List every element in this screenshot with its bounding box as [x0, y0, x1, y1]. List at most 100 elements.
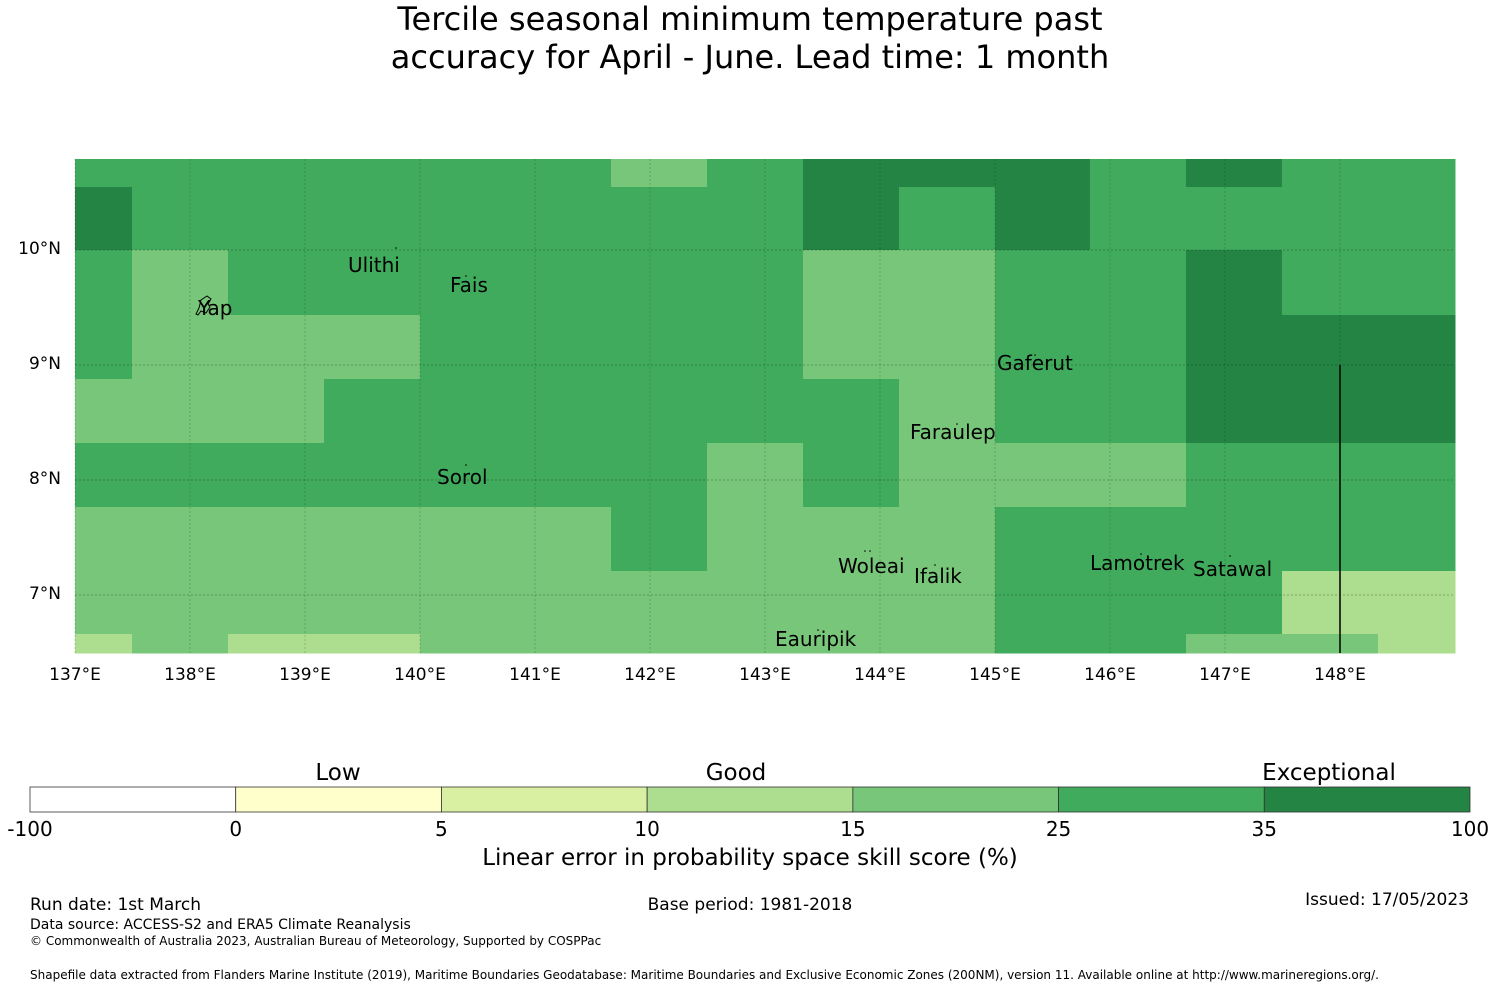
grid-cell: [611, 443, 708, 508]
ifalik-island-dot: [934, 564, 936, 566]
ulithi-island-dot: [395, 247, 397, 249]
grid-cell: [1090, 507, 1187, 572]
lon-tick-label: 137°E: [49, 665, 101, 685]
place-gaferut: Gaferut: [997, 351, 1073, 375]
colorbar-bin: [29, 786, 237, 813]
lon-tick-label: 139°E: [279, 665, 331, 685]
faraulep-island-dot: [956, 423, 958, 425]
colorbar-tick-label: 5: [435, 817, 448, 841]
grid-cell: [1090, 443, 1187, 508]
grid-cell: [1378, 571, 1456, 635]
grid-cell: [995, 250, 1091, 316]
grid-cell: [420, 250, 517, 316]
data-source: Data source: ACCESS-S2 and ERA5 Climate …: [30, 917, 411, 933]
grid-cell: [75, 571, 133, 635]
grid-cell: [1282, 379, 1379, 444]
grid-cell: [707, 315, 804, 380]
grid-cell: [420, 634, 517, 654]
place-satawal: Satawal: [1193, 557, 1273, 581]
place-yap: Yap: [198, 296, 233, 320]
grid-cell: [1378, 443, 1456, 508]
eauripik-island-dot: [817, 629, 819, 631]
grid-cell: [132, 250, 229, 316]
grid-cell: [1282, 315, 1379, 380]
graticule: [74, 159, 1455, 653]
grid-cell: [611, 159, 708, 188]
legend-category-good: Good: [705, 760, 767, 786]
grid-cell: [1282, 159, 1379, 188]
title-line-1: Tercile seasonal minimum temperature pas…: [397, 0, 1103, 38]
grid-cell: [707, 187, 804, 251]
colorbar-bin: [852, 786, 1059, 813]
copyright: © Commonwealth of Australia 2023, Austra…: [30, 934, 602, 948]
grid-cell: [75, 443, 133, 508]
sorol-island-dot: [465, 464, 467, 466]
lon-tick-label: 147°E: [1199, 665, 1251, 685]
place-ulithi: Ulithi: [348, 253, 400, 277]
grid-cell: [995, 187, 1091, 251]
grid-cell: [803, 315, 900, 380]
grid-cell: [516, 187, 612, 251]
colorbar-bin: [1263, 786, 1471, 813]
grid-cell: [75, 634, 133, 654]
grid-cell: [899, 250, 996, 316]
grid-cell: [707, 443, 804, 508]
grid-cell: [611, 187, 708, 251]
lat-tick-label: 8°N: [28, 469, 61, 489]
grid-cell: [995, 315, 1091, 380]
grid-cell: [1186, 634, 1283, 654]
grid-cell: [1378, 187, 1456, 251]
grid-cell: [420, 187, 517, 251]
legend-category-low: Low: [315, 760, 361, 786]
grid-cell: [228, 159, 325, 188]
grid-cell: [132, 379, 229, 444]
legend-category-exceptional: Exceptional: [1262, 760, 1396, 786]
grid-cell: [995, 507, 1091, 572]
grid-cell: [1186, 571, 1283, 635]
colorbar-bin: [441, 786, 648, 813]
grid-cell: [1378, 634, 1456, 654]
run-date: Run date: 1st March: [30, 895, 202, 915]
colorbar: [29, 786, 1471, 813]
grid-cell: [228, 250, 325, 316]
woleai-island-dot-2: [869, 550, 871, 552]
grid-cell: [803, 571, 900, 635]
grid-cell: [420, 507, 517, 572]
grid-cell: [611, 379, 708, 444]
grid-cell: [1378, 315, 1456, 380]
grid-cell: [1090, 159, 1187, 188]
grid-cell: [611, 571, 708, 635]
grid-cell: [228, 634, 325, 654]
chart-title: Tercile seasonal minimum temperature pas…: [0, 0, 1500, 76]
grid-cell: [1186, 250, 1283, 316]
place-faraulep: Faraulep: [910, 420, 996, 444]
lon-tick-label: 145°E: [969, 665, 1021, 685]
grid-cell: [516, 571, 612, 635]
fais-island-dot: [465, 275, 467, 277]
gaferut-island-dot: [1034, 354, 1036, 356]
grid-cell: [132, 571, 229, 635]
grid-cell: [1378, 250, 1456, 316]
grid-cell: [803, 187, 900, 251]
title-line-2: accuracy for April - June. Lead time: 1 …: [390, 38, 1110, 76]
grid-cell: [75, 315, 133, 380]
grid-cell: [1186, 507, 1283, 572]
grid-cell: [516, 634, 612, 654]
colorbar-bin: [235, 786, 442, 813]
grid-cell: [228, 187, 325, 251]
lon-tick-label: 143°E: [739, 665, 791, 685]
grid-cell: [228, 315, 325, 380]
grid-cell: [803, 507, 900, 572]
grid-cell: [324, 507, 421, 572]
grid-cell: [1090, 187, 1187, 251]
grid-cell: [1378, 507, 1456, 572]
grid-cell: [611, 634, 708, 654]
grid-cell: [420, 443, 517, 508]
grid-cell: [899, 571, 996, 635]
grid-cell: [1282, 507, 1379, 572]
woleai-island-dot: [864, 550, 866, 552]
place-woleai: Woleai: [838, 554, 905, 578]
grid-cell: [1186, 159, 1283, 188]
island-markers: [195, 247, 1231, 631]
grid-cell: [420, 379, 517, 444]
